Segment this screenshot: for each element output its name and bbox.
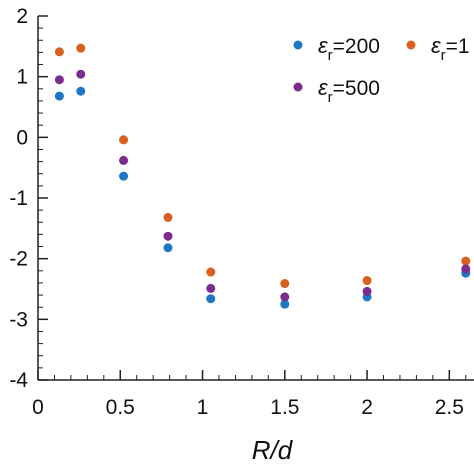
data-point-series-2 [362,286,372,296]
x-axis-label: R/d [252,435,294,465]
x-tick-label: 0 [32,396,44,419]
data-point-series-1 [76,43,86,53]
legend: εr=200 εr=1 εr=500 [293,33,470,106]
data-point-series-2 [206,283,216,293]
data-point-series-1 [54,47,64,57]
legend-marker [293,82,303,92]
axes: 210-1-2-3-40 0.5 1 1.5 2 2.5 [9,5,474,419]
x-tick-label: 1 [197,396,209,419]
legend-entry: εr=500 [318,75,380,106]
data-point-series-1 [119,135,129,145]
data-point-series-2 [280,292,290,302]
data-point-series-1 [362,276,372,286]
y-tick-label: 2 [16,5,28,28]
data-point-series-0 [119,171,129,181]
data-point-series-0 [280,299,290,309]
legend-entry: εr=1 [431,33,470,64]
data-point-series-2 [76,69,86,79]
y-tick-label: -3 [9,308,28,331]
data-point-series-0 [54,91,64,101]
data-point-series-0 [76,86,86,96]
data-point-series-0 [163,243,173,253]
data-point-series-2 [119,155,129,165]
data-point-series-1 [206,267,216,277]
data-point-series-2 [54,75,64,85]
data-points [54,43,471,309]
y-tick-label: -1 [9,187,28,210]
legend-marker [406,40,416,50]
data-point-series-1 [280,279,290,289]
y-tick-label: -4 [9,369,28,392]
x-tick-label: 1.5 [270,396,299,419]
legend-marker [293,40,303,50]
y-tick-label: 0 [16,126,28,149]
x-tick-label: 0.5 [106,396,135,419]
data-point-series-2 [461,264,471,274]
x-tick-label: 2 [361,396,373,419]
y-tick-label: 1 [16,66,28,89]
data-point-series-2 [163,231,173,241]
data-point-series-1 [461,256,471,266]
x-tick-label: 2.5 [435,396,464,419]
y-tick-label: -2 [9,248,28,271]
data-point-series-0 [206,294,216,304]
data-point-series-1 [163,212,173,222]
legend-entry: εr=200 [318,33,380,64]
